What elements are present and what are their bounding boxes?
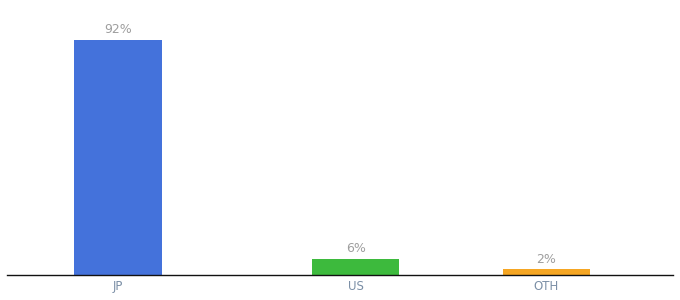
Text: 92%: 92% [104,23,132,36]
Bar [312,259,399,274]
Text: 6%: 6% [346,242,366,255]
Bar [74,40,162,274]
Bar [503,269,590,275]
Text: 2%: 2% [537,253,556,266]
